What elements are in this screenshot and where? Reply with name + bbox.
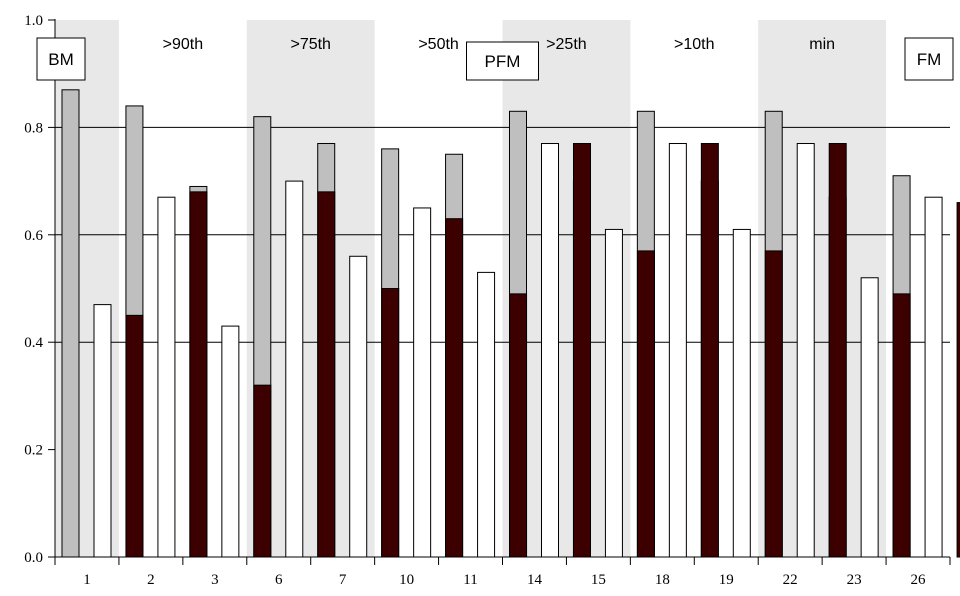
marker-box-label: PFM	[485, 52, 521, 71]
bar-s3-10	[445, 218, 464, 558]
marker-box-label: FM	[917, 50, 942, 69]
y-tick-label: 1.0	[24, 13, 43, 29]
marker-box	[466, 41, 539, 81]
bar-s2-18	[668, 143, 687, 558]
bar-s2-23	[860, 277, 879, 558]
x-tick-label: 11	[463, 572, 477, 588]
bar-s3-11	[509, 293, 528, 558]
bar-s2-10	[413, 207, 432, 558]
bar-s2-3	[221, 325, 240, 558]
band-label: min	[809, 36, 835, 53]
bar-s3-15	[636, 250, 655, 558]
marker-box	[904, 37, 954, 81]
bar-s2-14	[541, 143, 559, 558]
marker-box-label: BM	[48, 50, 74, 69]
y-tick-label: 0.2	[24, 443, 43, 459]
bar-s2-11	[477, 271, 496, 558]
band-label: >25th	[546, 36, 586, 53]
x-tick-label: 6	[275, 572, 283, 588]
x-tick-label: 10	[399, 572, 414, 588]
x-tick-label: 15	[591, 572, 606, 588]
band-label: >90th	[163, 36, 203, 53]
y-tick-label: 0.8	[24, 120, 43, 136]
x-tick-label: 18	[655, 572, 670, 588]
labels: >90th >75th >50th >25th >10th min 0.0 0.2 0.4 0.6…	[24, 13, 954, 588]
bar-s3-23	[892, 293, 911, 558]
bar-s2-19	[732, 228, 751, 558]
x-tick-label: 3	[211, 572, 219, 588]
bar-s3-26	[956, 202, 960, 558]
y-tick-label: 0.4	[24, 335, 43, 351]
bar-s3-22	[828, 143, 847, 558]
bar-s3-7	[381, 288, 400, 558]
bar-s3-3	[253, 384, 272, 558]
bar-s3-2	[189, 191, 208, 558]
bar-s2-7	[349, 255, 368, 558]
x-tick-label: 26	[911, 572, 927, 588]
bar-s2-22	[796, 143, 815, 558]
axes	[48, 19, 951, 565]
y-tick-label: 0.6	[24, 228, 43, 244]
x-tick-label: 23	[847, 572, 862, 588]
x-tick-label: 7	[339, 572, 347, 588]
band-label: >50th	[418, 36, 458, 53]
bar-s3-19	[764, 250, 783, 558]
x-tick-label: 14	[527, 572, 543, 588]
bar-s3-14	[573, 143, 591, 558]
bar-s3-1	[125, 314, 144, 558]
bar-s3-6	[317, 191, 336, 558]
x-tick-label: 22	[783, 572, 798, 588]
bar-s2-2	[157, 196, 176, 558]
x-tick-label: 19	[719, 572, 734, 588]
bar-s2-15	[604, 228, 623, 558]
bar-s2-1	[93, 304, 112, 558]
x-tick-label: 2	[147, 572, 155, 588]
band-backgrounds	[55, 20, 887, 557]
marker-box	[36, 37, 86, 81]
bar-s3-18	[700, 143, 719, 558]
bar-s2-26	[924, 196, 943, 558]
band-label: >75th	[290, 36, 330, 53]
bar-s1-1	[61, 89, 80, 558]
band-label: >10th	[674, 36, 714, 53]
x-tick-label: 1	[83, 572, 91, 588]
bar-s2-6	[285, 180, 304, 558]
y-tick-label: 0.0	[24, 550, 43, 566]
